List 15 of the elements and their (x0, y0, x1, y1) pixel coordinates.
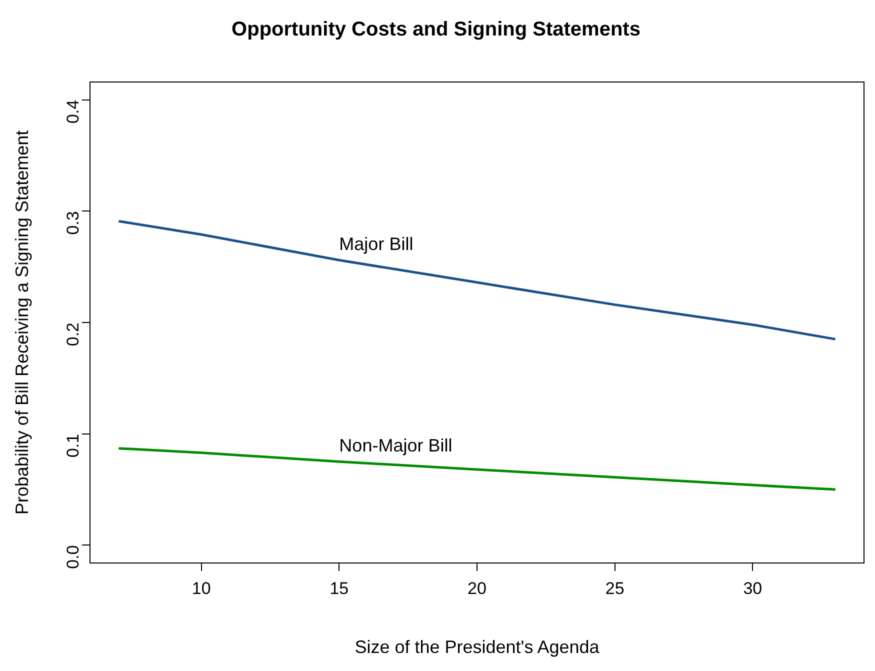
y-tick-label: 0.2 (64, 322, 83, 346)
chart-title: Opportunity Costs and Signing Statements (232, 18, 640, 41)
x-tick-label: 15 (330, 578, 349, 598)
y-tick-label: 0.1 (64, 434, 83, 458)
x-tick-label: 30 (743, 578, 762, 598)
y-axis-title: Probability of Bill Receiving a Signing Statement (12, 130, 32, 515)
x-axis-title: Size of the President's Agenda (354, 637, 600, 658)
y-tick-label: 0.0 (64, 545, 83, 569)
x-tick-label: 20 (468, 578, 486, 598)
series-label: Non-Major Bill (339, 436, 452, 456)
y-tick-label: 0.3 (64, 211, 83, 235)
x-tick-label: 25 (605, 578, 624, 598)
x-tick-label: 10 (192, 578, 211, 598)
series-label: Major Bill (339, 234, 414, 254)
y-tick-label: 0.4 (64, 100, 83, 124)
